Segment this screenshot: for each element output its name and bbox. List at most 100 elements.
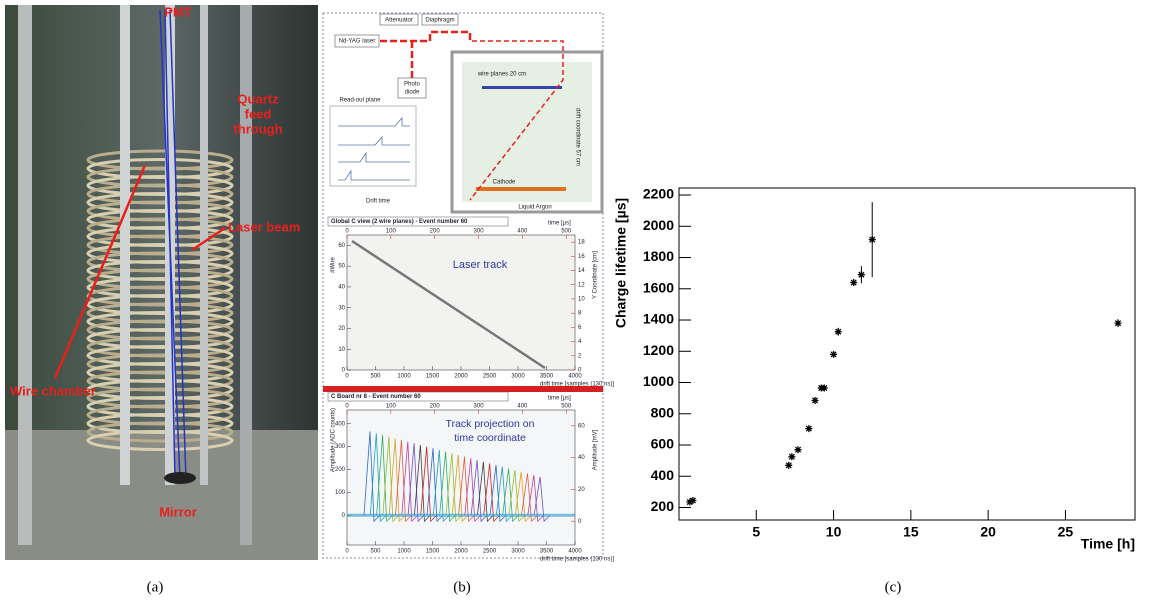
axis-label: time [µs] xyxy=(548,221,571,227)
point xyxy=(811,396,819,404)
point xyxy=(1114,319,1122,327)
y2-tick-label: 18 xyxy=(578,240,585,246)
x-tick-label: 1500 xyxy=(426,549,440,555)
waveform xyxy=(395,439,412,523)
point xyxy=(850,279,858,287)
display-title: C Board nr 8 - Event number 60 xyxy=(331,394,421,400)
x-tick-label: 5 xyxy=(752,524,760,540)
top-tick-label: 400 xyxy=(517,404,528,410)
point xyxy=(689,496,697,504)
x-tick-label: 0 xyxy=(345,549,349,555)
x-axis-label: Time [h] xyxy=(1081,536,1135,552)
label-pmt: PMT xyxy=(164,4,192,19)
waveform xyxy=(495,466,513,523)
track xyxy=(351,239,546,370)
y-tick-label: 600 xyxy=(651,436,675,452)
point xyxy=(834,328,842,336)
point xyxy=(788,453,796,461)
y-tick-label: 300 xyxy=(335,444,346,450)
waveform xyxy=(401,441,419,523)
title-box xyxy=(327,391,509,402)
waveform xyxy=(533,476,551,523)
waveform xyxy=(451,454,469,523)
label-wire: Wire chamber xyxy=(10,383,96,398)
label: Attenuator xyxy=(385,18,413,24)
label: drift coordinate 57 cm xyxy=(574,108,580,166)
x-tick-label: 4000 xyxy=(568,549,582,555)
event-display: Global C view (2 wire planes) - Event nu… xyxy=(327,216,614,388)
y-tick-label: 1000 xyxy=(643,373,674,389)
y2-tick-label: 10 xyxy=(578,297,585,303)
top-tick-label: 200 xyxy=(430,229,441,235)
photo-panel: PMT Quartz feed through Laser beam Wire … xyxy=(5,4,318,560)
y-tick-label: 1400 xyxy=(643,311,674,327)
x-tick-label: 25 xyxy=(1058,524,1074,540)
y-tick-label: 1600 xyxy=(643,279,674,295)
diagram-panel: Nd-YAG laser Attenuator Diaphragm Photo … xyxy=(322,12,614,563)
frame-bar xyxy=(240,5,252,545)
y2-tick-label: 2 xyxy=(578,353,582,359)
point xyxy=(820,384,828,392)
waveform xyxy=(382,436,400,523)
x-tick-label: 2000 xyxy=(454,374,468,380)
chart: 200 400 600 800 1000 1200 1400 1600 1800 2000 2200… xyxy=(613,186,1136,552)
y-tick-label: 1200 xyxy=(643,342,674,358)
top-tick-label: 0 xyxy=(345,229,349,235)
x-tick-label: 3000 xyxy=(511,549,525,555)
y2-tick-label: 40 xyxy=(578,455,585,461)
frame-bar xyxy=(18,5,32,545)
axis-label: time [µs] xyxy=(548,396,571,402)
waveform xyxy=(376,434,393,523)
x-tick-label: 0 xyxy=(345,374,349,380)
label: Read-out plane xyxy=(339,98,381,104)
axis-label: Amplitude (ADC counts) xyxy=(331,408,337,472)
point xyxy=(805,425,813,433)
axis-label: Y Coordinate [cm] xyxy=(593,251,599,299)
top-tick-label: 400 xyxy=(517,229,528,235)
waveform xyxy=(420,446,437,523)
waveform xyxy=(508,470,526,523)
waveform xyxy=(369,433,387,523)
y2-tick-label: 6 xyxy=(578,325,582,331)
waveform xyxy=(483,463,500,523)
plot-area xyxy=(346,409,576,546)
y-tick-label: 400 xyxy=(651,467,675,483)
waveform xyxy=(414,444,431,523)
top-tick-label: 200 xyxy=(430,404,441,410)
top-tick-label: 300 xyxy=(474,229,485,235)
point xyxy=(857,271,865,279)
ring xyxy=(86,430,234,451)
signals xyxy=(338,116,410,181)
label: Drift time xyxy=(366,199,391,205)
annotation: Laser track xyxy=(453,259,508,271)
x-tick-label: 2500 xyxy=(483,374,497,380)
y-tick-label: 0 xyxy=(342,368,346,374)
box xyxy=(397,77,427,99)
point xyxy=(794,446,802,454)
top-tick-label: 300 xyxy=(474,404,485,410)
cathode xyxy=(476,187,566,191)
x-tick-label: 1500 xyxy=(426,374,440,380)
y-tick-label: 800 xyxy=(651,404,675,420)
waveform xyxy=(426,448,444,523)
x-tick-label: 500 xyxy=(370,374,381,380)
annotation: Track projection on xyxy=(446,418,535,430)
waveform xyxy=(477,461,494,523)
waveform xyxy=(432,449,450,523)
label-quartz: through xyxy=(233,121,282,136)
y2-tick-label: 60 xyxy=(578,423,585,429)
rod xyxy=(200,5,208,485)
floor xyxy=(5,430,318,560)
top-tick-label: 500 xyxy=(561,404,572,410)
y2-tick-label: 12 xyxy=(578,282,585,288)
y-axis-label: Charge lifetime [µs] xyxy=(613,198,629,328)
y-tick-label: 1800 xyxy=(643,248,674,264)
top-tick-label: 100 xyxy=(386,404,397,410)
point xyxy=(785,461,793,469)
label-quartz: Quartz xyxy=(237,91,279,106)
x-tick-label: 10 xyxy=(826,524,842,540)
waveform xyxy=(489,464,507,523)
waveform xyxy=(470,459,488,523)
x-tick-label: 500 xyxy=(370,549,381,555)
box xyxy=(421,13,459,26)
